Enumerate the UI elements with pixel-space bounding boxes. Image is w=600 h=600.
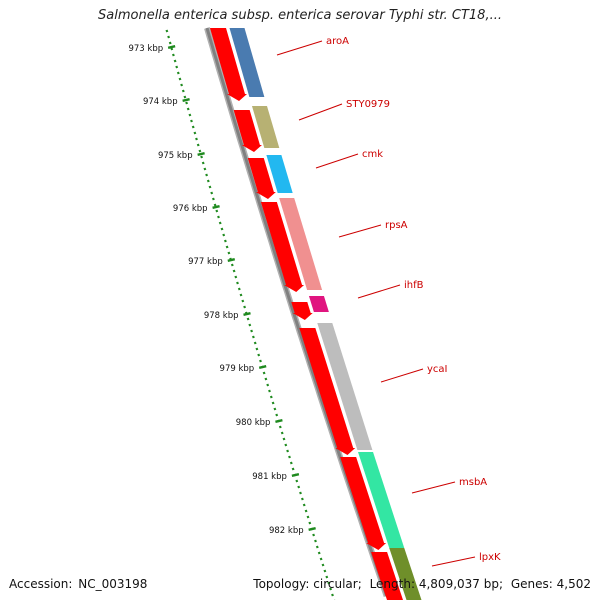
cds-arrow-lpxK	[371, 552, 403, 600]
topology-value: circular;	[313, 577, 362, 591]
gene-block-aroA	[229, 28, 265, 97]
genome-stats: Topology: circular; Length: 4,809,037 bp…	[253, 577, 591, 591]
gene-label-msbA: msbA	[459, 477, 487, 488]
gene-block-rpsA	[279, 198, 323, 290]
gene-label-aroA: aroA	[326, 36, 349, 47]
gene-block-ycaI	[317, 323, 373, 450]
gene-label-ihfB: ihfB	[404, 280, 424, 291]
leader-line	[276, 40, 323, 56]
major-tick	[197, 152, 205, 156]
gene-track	[229, 28, 422, 600]
cds-arrow-aroA	[210, 28, 247, 101]
leader-line	[315, 153, 359, 169]
cds-track	[210, 28, 403, 600]
major-tick	[275, 419, 283, 423]
gene-block-cmk	[266, 155, 293, 193]
cds-arrow-STY0979	[233, 110, 262, 152]
major-tick	[167, 45, 176, 49]
tick-label: 981 kbp	[252, 472, 287, 482]
gene-block-lpxK	[389, 548, 422, 600]
tick-label: 979 kbp	[220, 364, 255, 374]
gene-label-lpxK: lpxK	[479, 552, 501, 563]
major-tick	[227, 258, 236, 262]
tick-label: 974 kbp	[143, 97, 178, 107]
cds-arrow-ihfB	[291, 302, 313, 320]
accession-label: Accession:	[9, 577, 73, 591]
map-title: Salmonella enterica subsp. enterica sero…	[98, 8, 502, 23]
tick-label: 976 kbp	[173, 204, 208, 214]
length-label: Length:	[369, 577, 416, 591]
gene-label-STY0979: STY0979	[346, 99, 390, 110]
gene-block-msbA	[358, 452, 405, 548]
major-tick	[308, 527, 316, 531]
genes-label: Genes:	[510, 577, 553, 591]
accession-value: NC_003198	[78, 577, 148, 591]
major-tick	[291, 473, 300, 477]
cds-arrow-msbA	[340, 457, 387, 550]
gene-block-ihfB	[308, 296, 329, 312]
tick-label: 977 kbp	[188, 257, 223, 267]
tick-label: 978 kbp	[204, 311, 239, 321]
gene-label-ycaI: ycaI	[427, 364, 448, 375]
major-tick	[258, 365, 267, 369]
tick-label: 975 kbp	[158, 151, 193, 161]
leader-line	[380, 368, 424, 383]
leader-line	[298, 103, 343, 121]
accession-info: Accession: NC_003198	[9, 577, 147, 591]
length-value: 4,809,037 bp;	[418, 577, 504, 591]
tick-label: 982 kbp	[269, 526, 304, 536]
leader-line	[357, 284, 401, 299]
major-tick	[212, 205, 220, 209]
gene-block-STY0979	[251, 106, 280, 148]
gene-label-cmk: cmk	[362, 149, 383, 160]
leader-line	[411, 481, 456, 494]
tick-label: 973 kbp	[128, 44, 163, 54]
cds-arrow-ycaI	[299, 328, 356, 455]
leader-line	[431, 556, 476, 567]
major-tick	[182, 98, 190, 102]
leader-line	[338, 224, 382, 238]
gene-label-rpsA: rpsA	[385, 220, 408, 231]
cds-arrow-rpsA	[260, 202, 305, 292]
topology-label: Topology:	[253, 577, 310, 591]
genes-value: 4,502	[556, 577, 591, 591]
tick-label: 980 kbp	[236, 418, 271, 428]
cds-arrow-cmk	[247, 158, 276, 199]
gene-labels: aroA STY0979 cmk rpsA ihfB ycaI msbA lpxK	[276, 36, 501, 567]
major-tick	[243, 312, 251, 316]
tick-track: 973 kbp 974 kbp 975 kbp 976 kbp 977 kbp 978 k…	[128, 29, 336, 600]
